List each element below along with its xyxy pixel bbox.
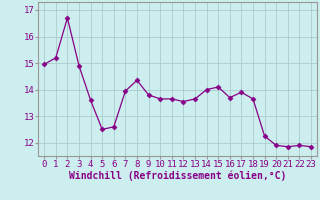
- X-axis label: Windchill (Refroidissement éolien,°C): Windchill (Refroidissement éolien,°C): [69, 171, 286, 181]
